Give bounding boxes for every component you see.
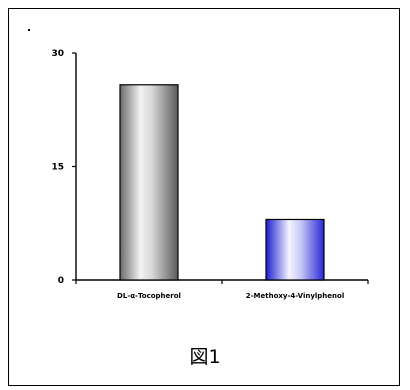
x-category-label-0: DL-α-Tocopherol (117, 292, 181, 300)
labels: 0 15 30 DL-α-Tocopherol 2-Methoxy-4-Vinylphe… (51, 49, 344, 300)
y-tick-label-1: 15 (51, 163, 64, 173)
figure-frame (8, 8, 400, 386)
y-tick-label-0: 0 (58, 276, 64, 286)
bar-1 (265, 218, 325, 281)
corner-mark (28, 29, 30, 31)
y-tick-label-2: 30 (51, 49, 64, 59)
bars (119, 84, 325, 281)
x-category-label-1: 2-Methoxy-4-Vinylphenol (246, 292, 344, 300)
figure-caption: 図1 (189, 346, 221, 368)
bar-0 (119, 84, 179, 281)
